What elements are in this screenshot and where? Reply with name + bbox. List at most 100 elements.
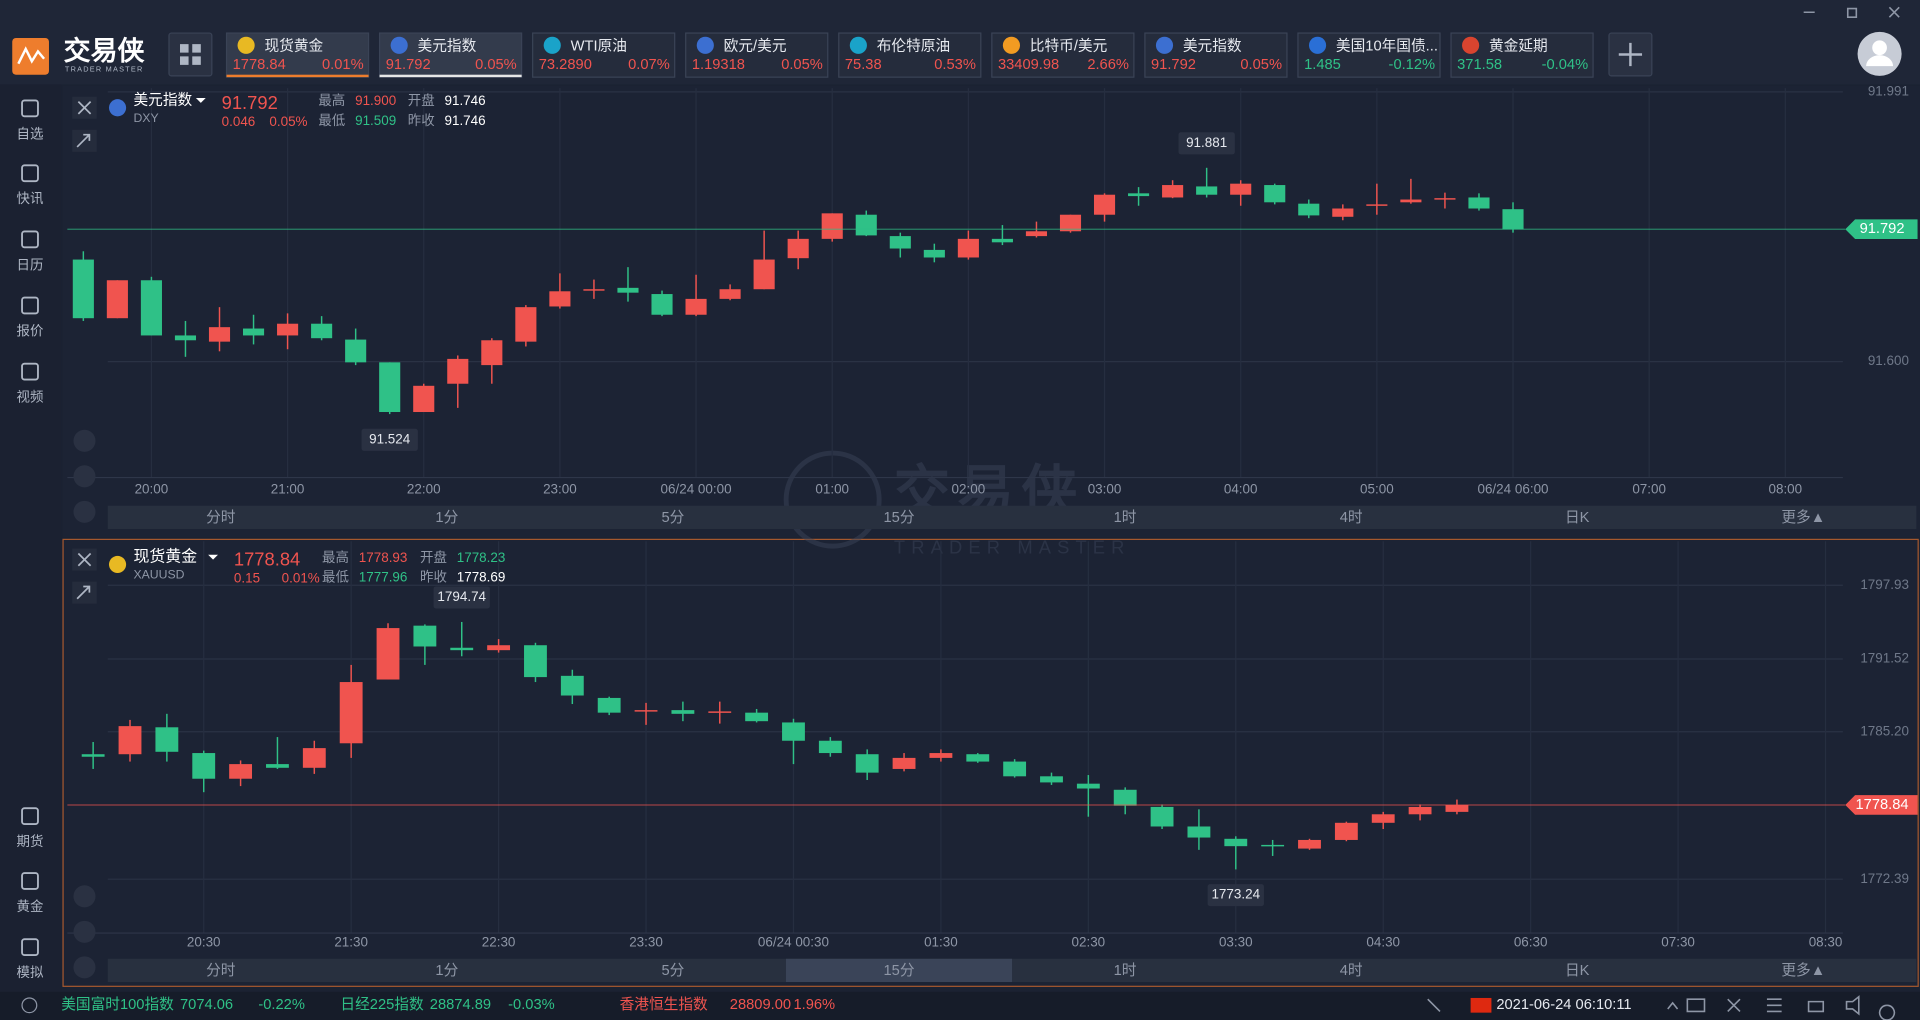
timeframe-button[interactable]: 1时 — [1114, 509, 1137, 526]
x-tick-label: 21:00 — [271, 481, 305, 496]
tool-circle[interactable] — [73, 920, 96, 943]
candle-body — [266, 764, 289, 768]
timeframe-button[interactable]: 5分 — [662, 962, 685, 979]
price-tag-label: 91.792 — [1860, 221, 1905, 237]
ticker-icon — [1308, 36, 1327, 54]
timeframe-button[interactable]: 分时 — [206, 509, 236, 526]
candle-body — [583, 289, 605, 291]
symbol-dropdown[interactable] — [208, 554, 218, 560]
candle-body — [174, 335, 197, 341]
candle-body — [634, 710, 658, 712]
low-annotation: 1773.24 — [1211, 887, 1260, 902]
sidebar-label[interactable]: 黄金 — [17, 899, 44, 914]
sidebar-label[interactable]: 期货 — [17, 833, 44, 849]
timeframe-button[interactable]: 4时 — [1340, 962, 1363, 979]
status-datetime: 2021-06-24 06:10:11 — [1496, 997, 1631, 1013]
tool-icon — [77, 552, 92, 567]
y-tick-label: 1797.93 — [1860, 577, 1909, 592]
sidebar-icon — [21, 362, 39, 381]
ticker-change: 0.05% — [1240, 57, 1282, 73]
tool-circle[interactable] — [73, 500, 96, 523]
timeframe-button[interactable]: 1时 — [1114, 962, 1137, 979]
sidebar-label[interactable]: 报价 — [17, 323, 44, 338]
candle-body — [1400, 199, 1422, 203]
tool-icon — [76, 585, 91, 600]
timeframe-button[interactable]: 4时 — [1340, 509, 1363, 526]
timeframe-button[interactable]: 1分 — [435, 962, 458, 979]
y-tick-label: 91.991 — [1868, 83, 1909, 98]
status-quote-change: -0.03% — [508, 997, 555, 1013]
candle-body — [229, 764, 253, 779]
candle-body — [106, 280, 128, 319]
candle-body — [787, 238, 809, 259]
candle-body — [1040, 776, 1063, 783]
sidebar-label[interactable]: 快讯 — [17, 191, 44, 206]
sidebar-label[interactable]: 模拟 — [17, 965, 44, 980]
annotation-box — [361, 428, 418, 451]
headset-icon[interactable] — [21, 997, 38, 1014]
ticker-price: 73.2890 — [539, 57, 592, 73]
high-annotation: 91.881 — [1186, 135, 1227, 150]
candle-body — [671, 710, 695, 714]
timeframe-button[interactable]: 1分 — [435, 509, 458, 526]
stat-label: 最高 — [322, 549, 349, 565]
ticker-change: -0.12% — [1389, 57, 1436, 73]
chart-panel — [62, 85, 1920, 538]
candle-body — [1025, 231, 1048, 237]
sidebar-label[interactable]: 自选 — [17, 126, 44, 141]
tool-circle[interactable] — [73, 885, 96, 908]
sidebar-label[interactable]: 日历 — [17, 257, 44, 272]
candle-body — [1230, 183, 1252, 195]
ticker-icon — [237, 36, 255, 54]
sidebar — [0, 84, 62, 992]
y-tick-label: 1772.39 — [1860, 871, 1909, 886]
status-quote-price: 28874.89 — [430, 997, 491, 1013]
timeframe-button[interactable]: 分时 — [206, 962, 236, 979]
symbol-flag — [108, 555, 127, 574]
ticker-icon — [849, 36, 867, 54]
candle-body — [549, 291, 571, 307]
timeframe-button[interactable]: 更多▲ — [1781, 962, 1825, 979]
candle-body — [957, 238, 979, 258]
candle-body — [892, 757, 916, 769]
symbol-name[interactable]: 美元指数 — [133, 91, 192, 108]
timeframe-button[interactable]: 更多▲ — [1781, 509, 1825, 526]
x-tick-label: 04:30 — [1366, 934, 1400, 949]
timeframe-button[interactable]: 15分 — [883, 962, 914, 979]
sidebar-label[interactable]: 视频 — [17, 390, 44, 405]
window-controls[interactable] — [1803, 6, 1900, 18]
tool-circle[interactable] — [73, 465, 96, 488]
stat-value: 1778.69 — [457, 570, 506, 585]
tool-button[interactable] — [72, 581, 97, 604]
x-tick-label: 08:00 — [1768, 481, 1802, 496]
x-tick-label: 06/24 00:00 — [661, 481, 732, 496]
candle-body — [821, 213, 843, 239]
ticker-name: 布伦特原油 — [877, 37, 950, 54]
candle-body — [1332, 208, 1354, 217]
candle-body — [1334, 822, 1358, 840]
ticker-underline — [226, 74, 369, 78]
x-tick-label: 23:30 — [629, 934, 663, 949]
ticker-price: 1778.84 — [233, 57, 286, 73]
x-tick-label: 20:30 — [187, 934, 221, 949]
layout-button[interactable] — [168, 32, 213, 77]
status-icons[interactable] — [1427, 995, 1896, 1020]
timeframe-button[interactable]: 15分 — [883, 509, 914, 526]
tool-button[interactable] — [72, 129, 97, 152]
x-tick-label: 20:00 — [135, 481, 169, 496]
timeframe-button[interactable]: 日K — [1565, 963, 1590, 979]
stat-value: 91.746 — [444, 113, 485, 128]
symbol-dropdown[interactable] — [195, 97, 206, 103]
tool-circle[interactable] — [73, 956, 96, 979]
ticker-name: 欧元/美元 — [724, 37, 787, 54]
timeframe-button[interactable]: 5分 — [662, 509, 685, 526]
tool-circle[interactable] — [73, 429, 96, 452]
symbol-name[interactable]: 现货黄金 — [133, 547, 197, 565]
candle-body — [719, 289, 741, 299]
candle-body — [1128, 193, 1150, 197]
ticker-change: -0.04% — [1542, 57, 1589, 73]
symbol-change-pct: 0.05% — [269, 114, 307, 129]
timeframe-button[interactable]: 日K — [1565, 510, 1590, 526]
logo-text: 交易侠 — [64, 35, 145, 66]
